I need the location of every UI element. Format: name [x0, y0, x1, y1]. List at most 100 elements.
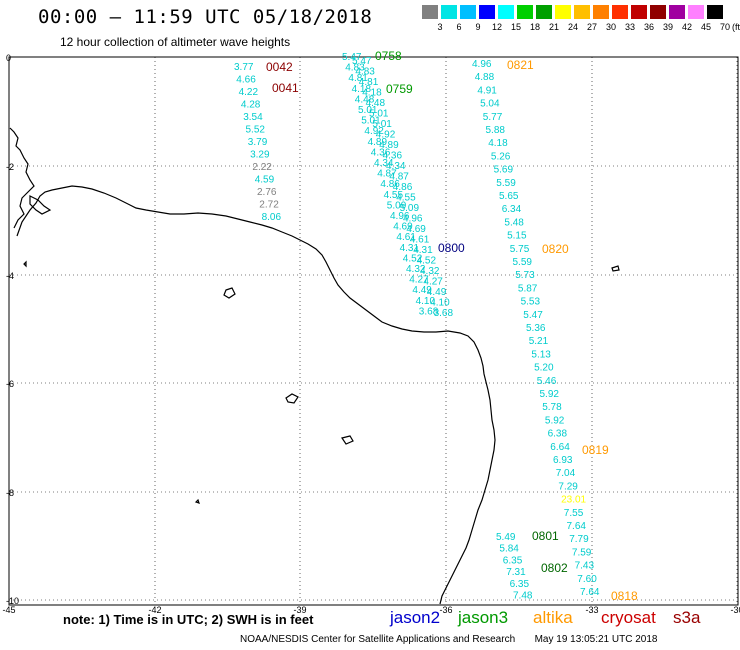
- lon-tick-label: -42: [148, 605, 161, 615]
- lon-tick-label: -33: [585, 605, 598, 615]
- track-diag-b-value: 4.10: [430, 298, 450, 309]
- scale-swatch: [422, 5, 438, 19]
- track-right-value: 7.64: [580, 587, 600, 598]
- track-diag-b-value: 4.49: [427, 287, 447, 298]
- track-left-value: 4.28: [241, 100, 261, 111]
- track-left-value: 3.29: [250, 150, 270, 161]
- lat-tick-label: -8: [6, 488, 14, 498]
- bay-detail: [29, 195, 52, 215]
- track-right-value: 7.43: [575, 561, 595, 572]
- island-2: [285, 393, 299, 404]
- track-diag-a-value: 4.86: [380, 179, 400, 190]
- track-right-value: 23.01: [561, 495, 586, 506]
- track-diag-b-value: 4.87: [389, 172, 409, 183]
- pass-time-label: 0800: [438, 241, 465, 255]
- track-diag-a-value: 4.61: [396, 232, 416, 243]
- track-diag-a-value: 4.32: [406, 264, 426, 275]
- track-diag-b-value: 4.69: [406, 224, 426, 235]
- track-diag-b-value: 5.47: [352, 56, 372, 67]
- track-left-value: 4.22: [239, 87, 259, 98]
- pass-time-label: 0821: [507, 58, 534, 72]
- lon-tick-label: -39: [293, 605, 306, 615]
- track-diag-a-value: 4.83: [345, 63, 365, 74]
- scale-label: 36: [643, 22, 654, 32]
- track-right-value: 5.20: [534, 363, 554, 374]
- scale-label: 70: [719, 22, 730, 32]
- track-right-value: 4.96: [472, 59, 492, 70]
- track-right-value: 6.38: [548, 429, 568, 440]
- track-right-value: 5.59: [513, 257, 533, 268]
- scale-swatch: [555, 5, 571, 19]
- track-diag-a-value: 3.68: [419, 306, 439, 317]
- scale-swatch: [536, 5, 552, 19]
- lat-tick-label: -10: [6, 596, 19, 606]
- track-diag-b-value: 4.32: [420, 266, 440, 277]
- track-diag-a-value: 4.18: [352, 84, 372, 95]
- pass-time-label: 0819: [582, 443, 609, 457]
- scale-label: 6: [456, 22, 462, 32]
- track-right-value: 5.75: [510, 244, 530, 255]
- track-diag-a-value: 4.69: [393, 222, 413, 233]
- scale-swatch: [688, 5, 704, 19]
- track-bottom-value: 6.35: [503, 555, 523, 566]
- scale-label: 18: [529, 22, 540, 32]
- track-right-value: 5.53: [521, 297, 541, 308]
- scale-swatch: [498, 5, 514, 19]
- satellite-cryosat: cryosat: [601, 608, 656, 627]
- track-diag-b-value: 4.61: [410, 235, 430, 246]
- track-right-value: 5.92: [545, 415, 565, 426]
- track-right-value: 5.21: [529, 336, 549, 347]
- track-right-value: 4.88: [475, 72, 495, 83]
- track-right-value: 6.64: [550, 442, 570, 453]
- track-diag-b-value: 4.55: [396, 193, 416, 204]
- islet-6: [23, 260, 27, 268]
- track-diag-a-value: 5.01: [358, 105, 378, 116]
- track-right-value: 5.92: [540, 389, 560, 400]
- timestamp-text: May 19 13:05:21 UTC 2018: [534, 634, 658, 645]
- scale-unit: (ft): [732, 22, 740, 32]
- track-right-value: 7.29: [558, 481, 578, 492]
- track-diag-b-value: 4.18: [362, 88, 382, 99]
- track-left-value: 5.52: [246, 125, 266, 136]
- track-right-value: 5.15: [507, 231, 527, 242]
- scale-swatch: [669, 5, 685, 19]
- pass-time-label: 0802: [541, 561, 568, 575]
- track-diag-b-value: 3.68: [434, 308, 454, 319]
- track-diag-a-value: 4.96: [390, 211, 410, 222]
- scale-swatch: [707, 5, 723, 19]
- track-right-value: 7.55: [564, 508, 584, 519]
- scale-swatch: [593, 5, 609, 19]
- pass-time-label: 0042: [266, 60, 293, 74]
- satellite-jason2: jason2: [390, 608, 441, 627]
- track-diag-a-value: 4.87: [377, 169, 397, 180]
- track-right-value: 7.60: [577, 574, 597, 585]
- track-right-value: 5.69: [494, 165, 514, 176]
- lat-tick-label: 0: [6, 53, 11, 63]
- footer-credit: NOAA/NESDIS Center for Satellite Applica…: [240, 634, 657, 645]
- track-diag-b-value: 4.81: [359, 77, 379, 88]
- pass-time-label: 0758: [375, 49, 402, 63]
- track-bottom-value: 7.48: [513, 591, 533, 602]
- track-right-value: 5.88: [486, 125, 506, 136]
- scale-label: 21: [548, 22, 559, 32]
- scale-label: 27: [586, 22, 597, 32]
- track-bottom-value: 5.49: [496, 532, 516, 543]
- track-left-value: 2.72: [259, 200, 279, 211]
- track-right-value: 5.26: [491, 151, 511, 162]
- scale-label: 33: [624, 22, 635, 32]
- track-left-value: 8.06: [262, 212, 282, 223]
- track-diag-b-value: 4.34: [386, 161, 406, 172]
- lat-tick-label: -4: [6, 271, 14, 281]
- track-right-value: 5.47: [523, 310, 543, 321]
- pass-time-label: 0759: [386, 82, 413, 96]
- track-right-value: 4.91: [477, 85, 497, 96]
- track-diag-a-value: 4.10: [416, 296, 436, 307]
- track-diag-b-value: 5.01: [372, 119, 392, 130]
- scale-label: 12: [491, 22, 502, 32]
- lon-tick-label: -30: [730, 605, 740, 615]
- lon-tick-label: -45: [2, 605, 15, 615]
- track-diag-b-value: 4.31: [413, 245, 433, 256]
- track-diag-a-value: 4.55: [384, 190, 404, 201]
- coastline: [9, 127, 620, 605]
